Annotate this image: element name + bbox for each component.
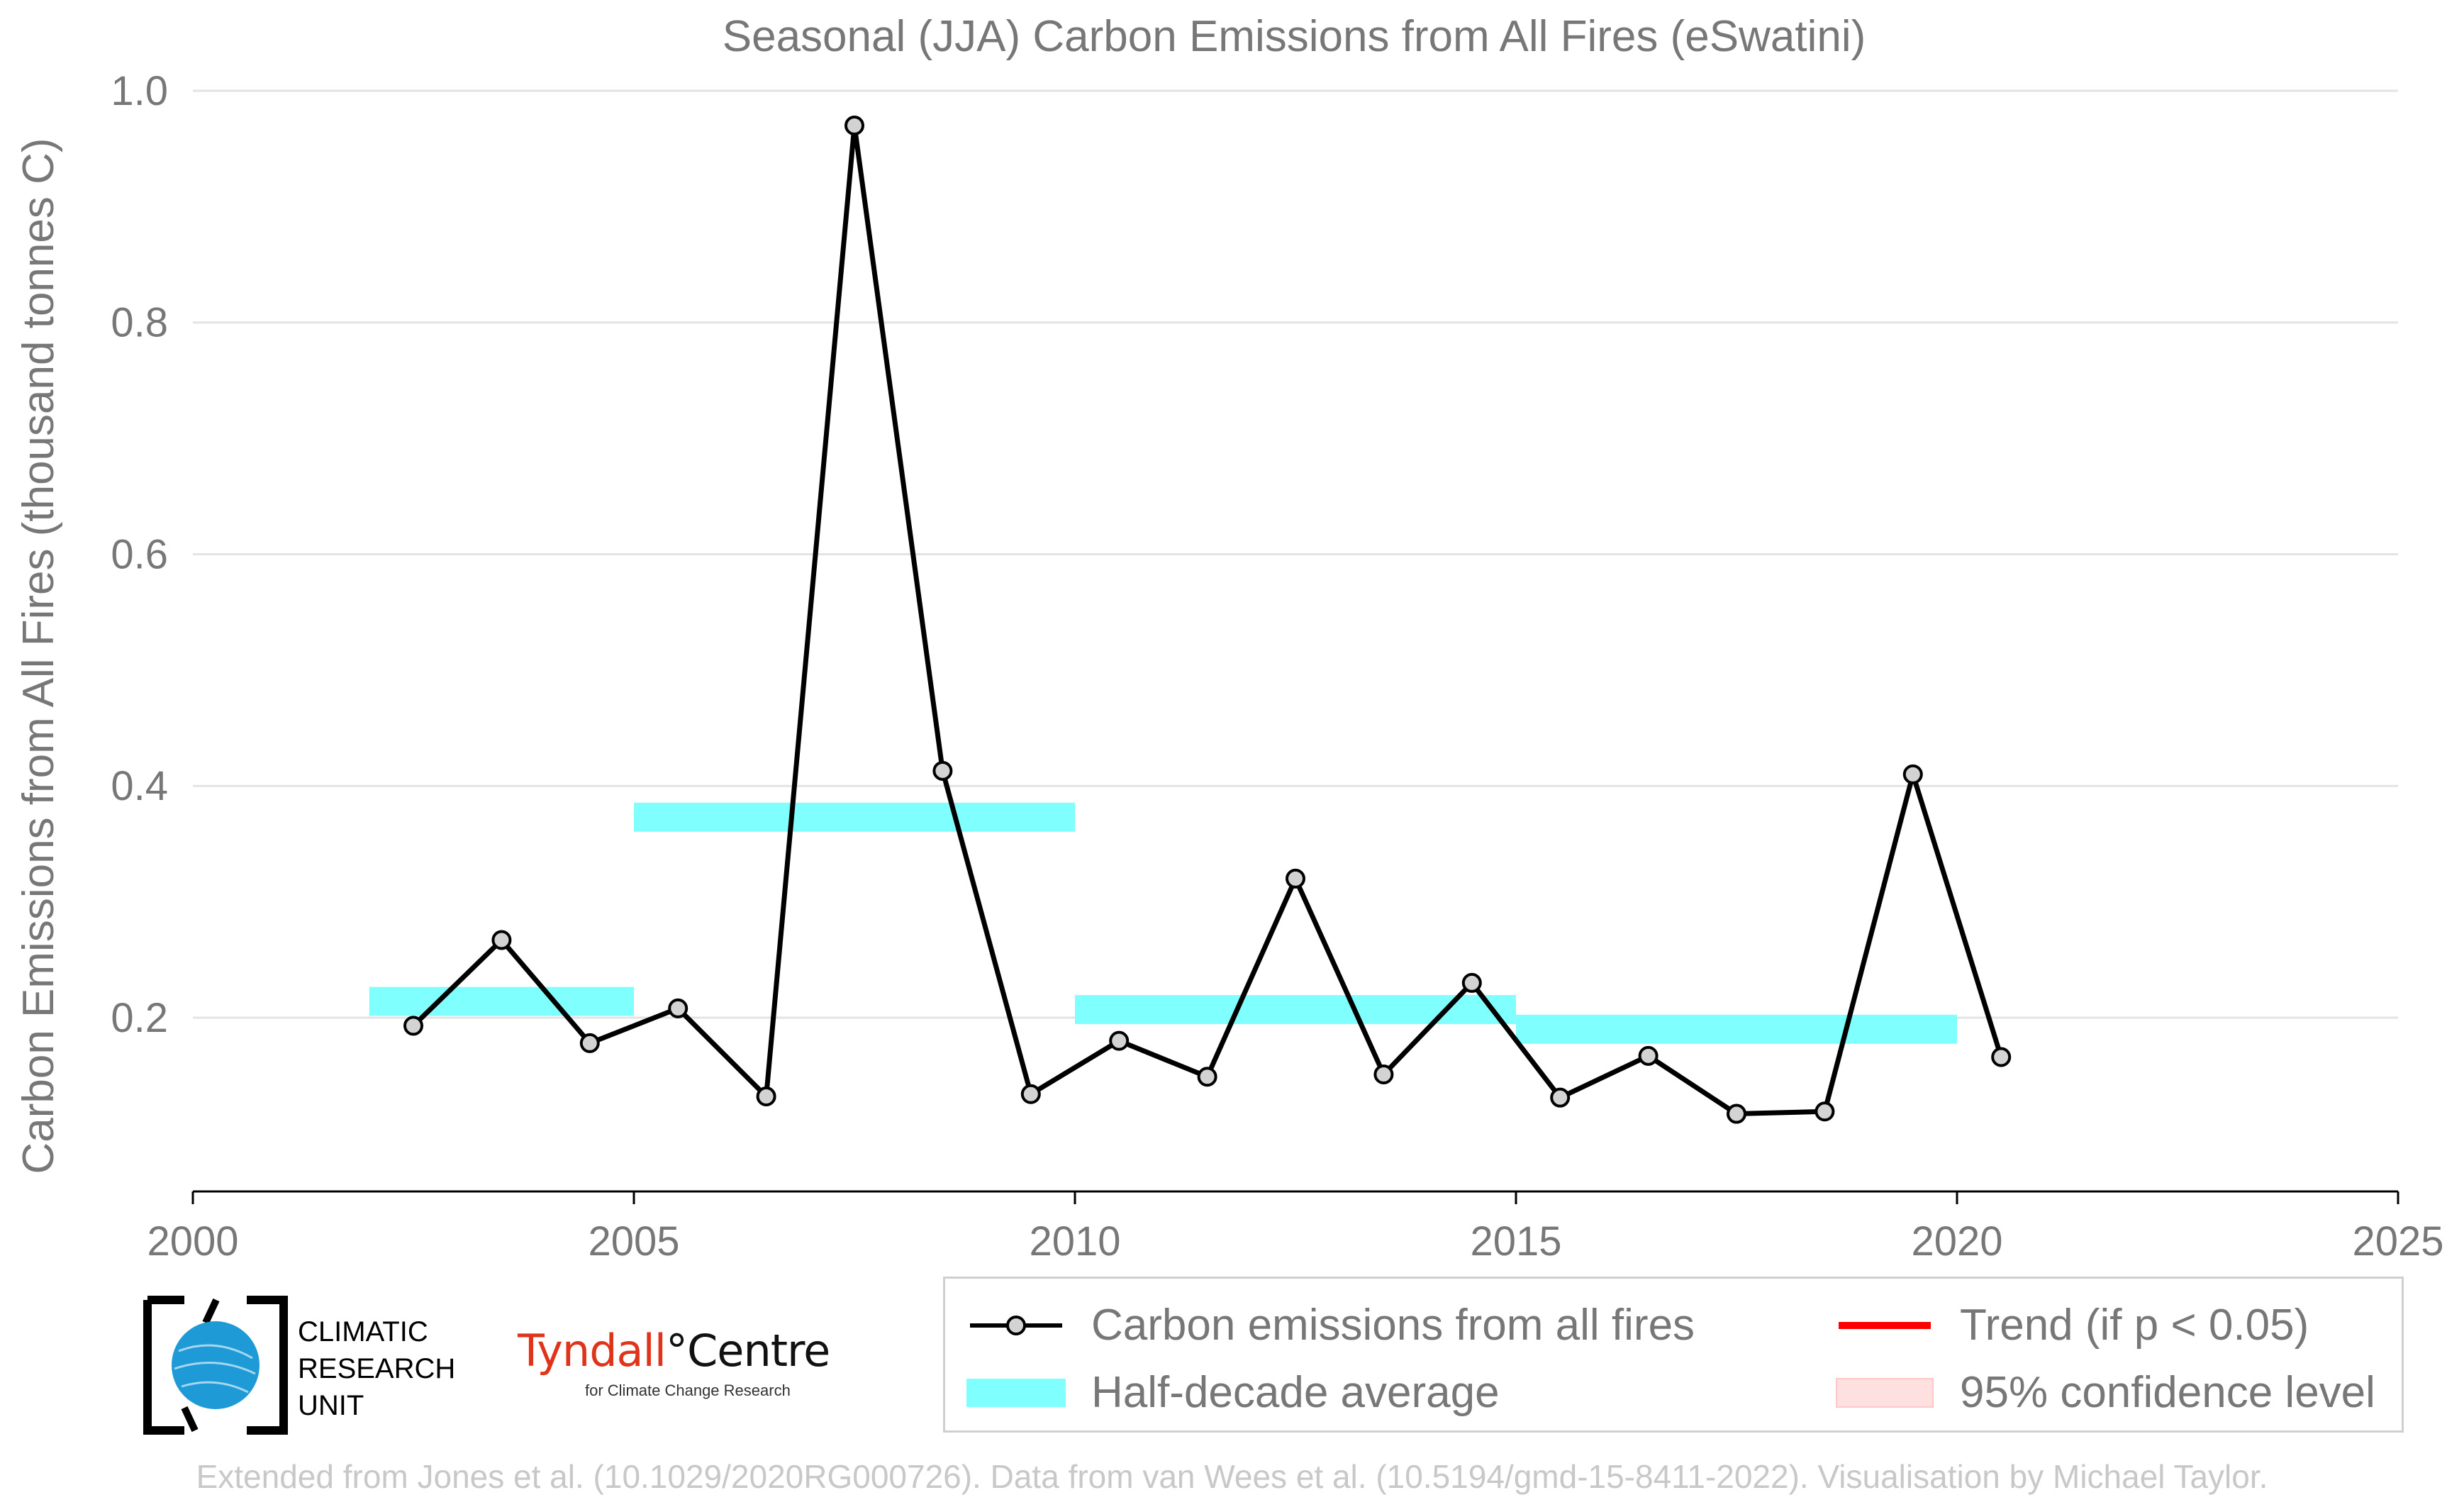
chart: Seasonal (JJA) Carbon Emissions from All…: [14, 12, 2444, 1264]
data-point: [1991, 1047, 2012, 1067]
legend-item-emissions: Carbon emissions from all fires: [966, 1300, 1695, 1350]
data-point: [1197, 1067, 1217, 1087]
legend-item-half-decade: Half-decade average: [966, 1367, 1500, 1418]
tyndall-centre: °Centre: [666, 1325, 830, 1377]
series-line: [411, 123, 2004, 1117]
y-tick-labels: 0.2 0.4 0.6 0.8 1.0: [111, 68, 168, 1041]
data-point: [932, 760, 953, 781]
cru-line-3: UNIT: [298, 1390, 364, 1421]
data-point: [668, 998, 689, 1018]
data-point: [1020, 1084, 1041, 1104]
y-tick-label: 1.0: [111, 68, 168, 114]
y-tick-label: 0.4: [111, 763, 168, 809]
x-tick-label: 2020: [1911, 1218, 2002, 1264]
data-point: [1373, 1064, 1394, 1084]
data-point: [1638, 1045, 1659, 1066]
data-point: [844, 116, 864, 136]
data-point: [1727, 1104, 1746, 1124]
legend-label-half-decade: Half-decade average: [1091, 1368, 1500, 1417]
data-point: [1286, 868, 1305, 889]
legend-swatch-half-decade: [966, 1378, 1066, 1407]
x-tick-label: 2010: [1029, 1218, 1120, 1264]
legend-item-trend: Trend (if p < 0.05): [1835, 1300, 2309, 1350]
y-tick-label: 0.6: [111, 531, 168, 577]
x-tick-label: 2025: [2352, 1218, 2443, 1264]
cru-logo: [143, 1296, 288, 1435]
legend: Carbon emissions from all fires Trend (i…: [943, 1277, 2404, 1433]
legend-item-confidence: 95% confidence level: [1835, 1367, 2375, 1418]
legend-label-confidence: 95% confidence level: [1960, 1368, 2375, 1417]
tyndall-logo: Tyndall°Centre for Climate Change Resear…: [518, 1325, 830, 1399]
y-tick-label: 0.2: [111, 995, 168, 1041]
half-decade-bar: [1075, 995, 1516, 1024]
x-tick-labels: 2000 2005 2010 2015 2020 2025: [147, 1191, 2444, 1264]
legend-label-emissions: Carbon emissions from all fires: [1091, 1301, 1695, 1350]
half-decade-bar: [634, 802, 1075, 832]
half-decade-bar: [369, 986, 634, 1016]
data-point: [1902, 764, 1923, 784]
tyndall-name: Tyndall: [518, 1325, 667, 1377]
cru-line-1: CLIMATIC: [298, 1316, 428, 1347]
x-tick-label: 2000: [147, 1218, 238, 1264]
half-decade-bar: [1516, 1014, 1957, 1044]
footnote: Extended from Jones et al. (10.1029/2020…: [196, 1458, 2268, 1495]
y-tick-label: 0.8: [111, 300, 168, 346]
data-point: [1814, 1101, 1835, 1122]
emissions-series: [403, 116, 2012, 1124]
gridlines: [193, 89, 2398, 1019]
data-point: [579, 1033, 600, 1053]
data-point: [1461, 972, 1482, 993]
data-point: [1109, 1030, 1130, 1051]
half-decade-bands: [369, 802, 1957, 1044]
legend-swatch-trend: [1839, 1321, 1931, 1329]
x-tick-label: 2015: [1470, 1218, 1561, 1264]
data-point: [756, 1086, 776, 1107]
chart-title: Seasonal (JJA) Carbon Emissions from All…: [723, 12, 1866, 61]
cru-line-2: RESEARCH: [298, 1353, 456, 1384]
data-point: [491, 930, 512, 950]
x-tick-label: 2005: [588, 1218, 679, 1264]
cru-wordmark: CLIMATIC RESEARCH UNIT: [298, 1313, 455, 1424]
legend-swatch-confidence: [1836, 1377, 1934, 1408]
tyndall-subtitle: for Climate Change Research: [585, 1382, 791, 1399]
legend-swatch-emissions: [970, 1315, 1062, 1335]
data-point: [1550, 1087, 1571, 1108]
y-axis-label: Carbon Emissions from All Fires (thousan…: [14, 138, 63, 1174]
legend-label-trend: Trend (if p < 0.05): [1960, 1301, 2309, 1350]
data-point: [403, 1016, 423, 1036]
